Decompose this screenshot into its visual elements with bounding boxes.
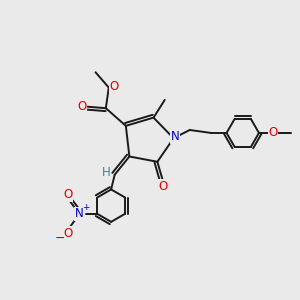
Text: +: +	[82, 203, 90, 212]
Text: O: O	[78, 100, 87, 113]
Text: N: N	[171, 130, 179, 143]
Text: O: O	[63, 188, 72, 201]
Text: O: O	[268, 126, 278, 140]
Text: −: −	[55, 232, 65, 245]
Text: O: O	[159, 180, 168, 193]
Text: H: H	[102, 166, 111, 179]
Text: N: N	[75, 207, 84, 220]
Text: O: O	[63, 227, 72, 240]
Text: O: O	[110, 80, 119, 94]
